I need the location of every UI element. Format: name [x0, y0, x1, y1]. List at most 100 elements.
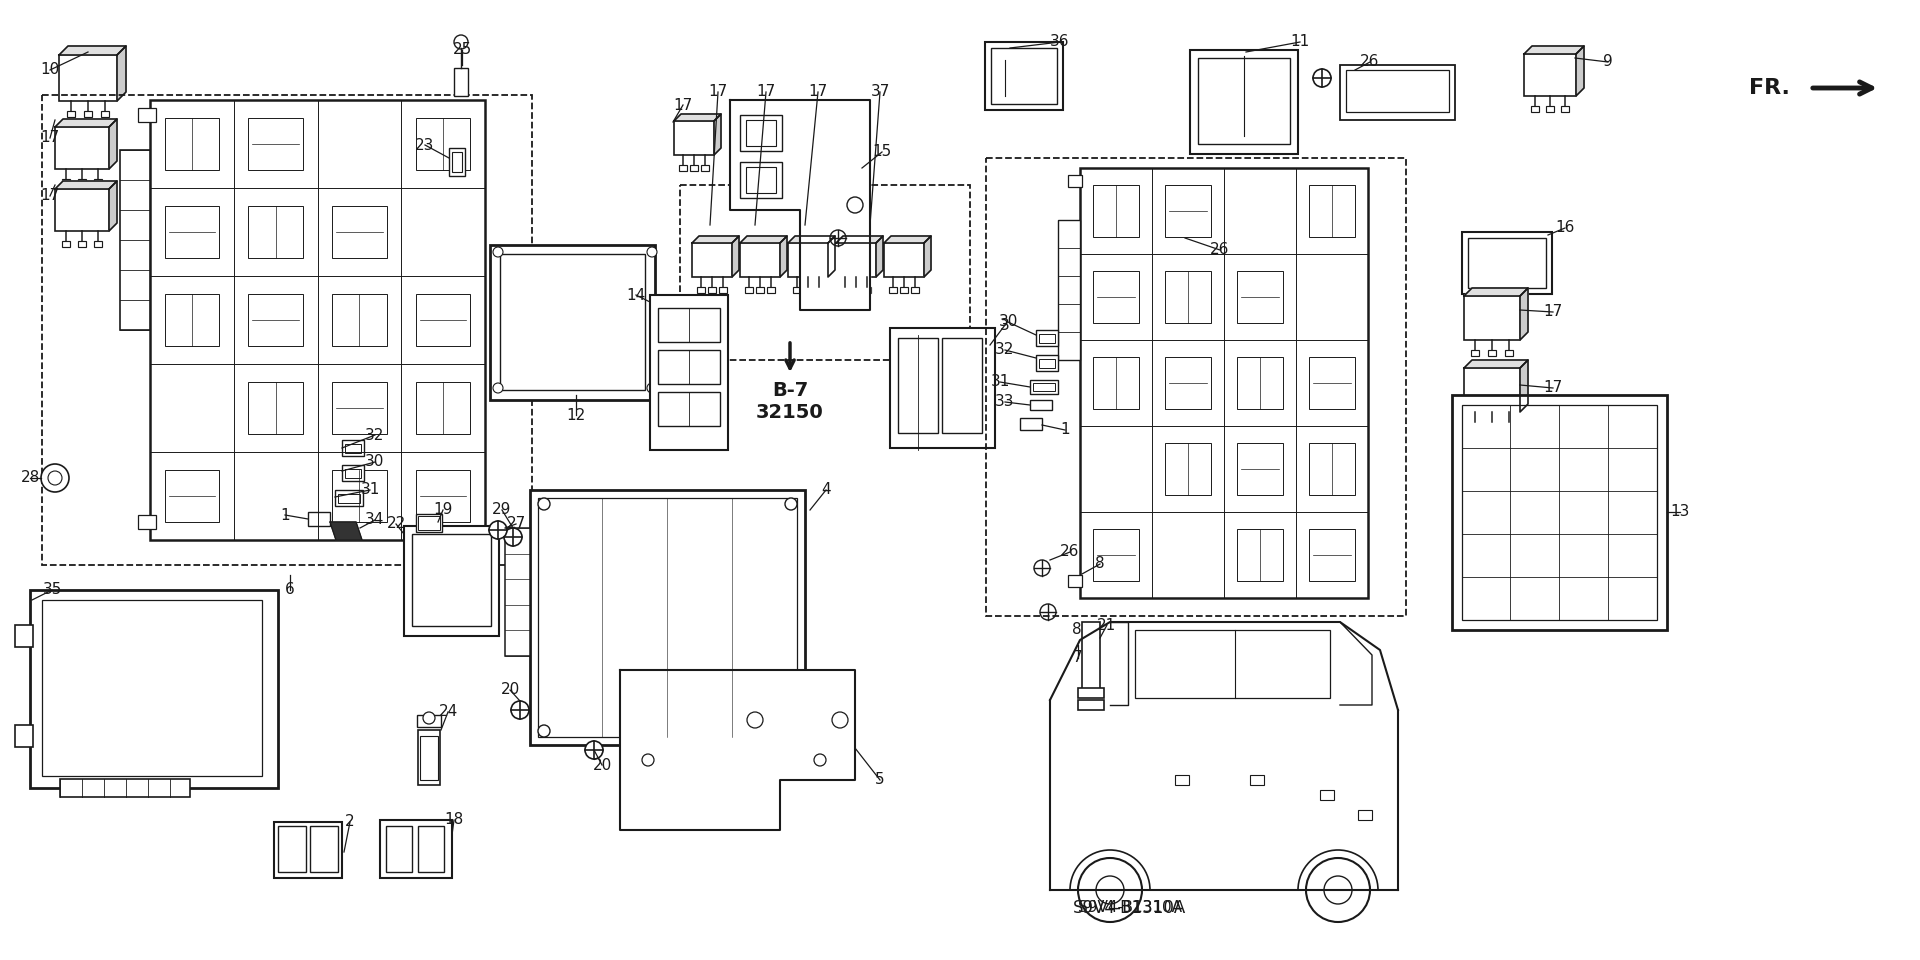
Text: 32: 32: [365, 427, 384, 443]
Bar: [15, 625, 33, 647]
Bar: [841, 287, 849, 293]
Polygon shape: [1463, 360, 1528, 368]
Bar: [386, 826, 413, 872]
Bar: [1463, 368, 1521, 412]
Bar: [165, 294, 219, 347]
Text: 17: 17: [756, 84, 776, 100]
Bar: [530, 490, 804, 745]
Bar: [793, 287, 801, 293]
Bar: [417, 469, 470, 522]
Bar: [332, 382, 386, 435]
Bar: [1561, 106, 1569, 112]
Bar: [787, 243, 828, 277]
Text: 25: 25: [453, 42, 472, 58]
Bar: [31, 590, 278, 788]
Bar: [1471, 422, 1478, 428]
Bar: [56, 127, 109, 169]
Bar: [1505, 350, 1513, 356]
Text: 4: 4: [822, 483, 831, 497]
Circle shape: [40, 464, 69, 492]
Bar: [1092, 357, 1139, 409]
Polygon shape: [1521, 360, 1528, 412]
Bar: [334, 490, 363, 506]
Bar: [1524, 54, 1576, 96]
Text: S9V4-B1310A: S9V4-B1310A: [1077, 900, 1183, 916]
Bar: [248, 118, 303, 171]
Bar: [413, 534, 492, 626]
Bar: [538, 498, 797, 737]
Bar: [804, 287, 812, 293]
Text: 10: 10: [40, 62, 60, 78]
Text: 31: 31: [991, 374, 1010, 390]
Bar: [278, 826, 305, 872]
Bar: [1033, 383, 1054, 391]
Bar: [1488, 350, 1496, 356]
Bar: [1020, 418, 1043, 430]
Text: 23: 23: [415, 137, 434, 153]
Bar: [419, 730, 440, 785]
Text: 32: 32: [995, 343, 1014, 357]
Bar: [61, 179, 69, 185]
Bar: [1092, 185, 1139, 237]
Bar: [1236, 272, 1283, 323]
Text: 20: 20: [501, 683, 520, 698]
Bar: [1077, 688, 1104, 698]
Bar: [1236, 529, 1283, 581]
Polygon shape: [924, 236, 931, 277]
Bar: [651, 295, 728, 450]
Bar: [165, 118, 219, 171]
Bar: [987, 158, 1405, 616]
Text: 8: 8: [1094, 557, 1104, 571]
Text: 13: 13: [1670, 505, 1690, 519]
Text: 14: 14: [626, 287, 645, 302]
Polygon shape: [787, 236, 835, 243]
Bar: [1058, 220, 1079, 360]
Bar: [1452, 395, 1667, 630]
Bar: [816, 287, 824, 293]
Bar: [42, 95, 532, 565]
Circle shape: [422, 712, 436, 724]
Bar: [1546, 106, 1553, 112]
Text: 16: 16: [1555, 221, 1574, 235]
Bar: [1463, 296, 1521, 340]
Polygon shape: [60, 46, 127, 55]
Polygon shape: [1576, 46, 1584, 96]
Bar: [1321, 790, 1334, 800]
Text: 29: 29: [492, 502, 513, 517]
Bar: [1039, 359, 1054, 368]
Circle shape: [490, 521, 507, 539]
Polygon shape: [620, 670, 854, 830]
Bar: [338, 494, 361, 503]
Text: 35: 35: [42, 583, 61, 597]
Text: 6: 6: [286, 583, 296, 597]
Bar: [691, 243, 732, 277]
Bar: [451, 152, 463, 172]
Bar: [659, 308, 720, 342]
Text: 17: 17: [40, 131, 60, 146]
Bar: [61, 241, 69, 247]
Text: 27: 27: [507, 516, 526, 532]
Text: 8: 8: [1071, 622, 1081, 637]
Bar: [417, 294, 470, 347]
Bar: [1092, 272, 1139, 323]
Circle shape: [641, 754, 655, 766]
Text: 19: 19: [434, 502, 453, 517]
Polygon shape: [330, 522, 363, 540]
Bar: [275, 822, 342, 878]
Circle shape: [1306, 858, 1371, 922]
Bar: [42, 600, 261, 776]
Text: 15: 15: [872, 145, 891, 159]
Text: 12: 12: [566, 407, 586, 422]
Text: 21: 21: [1098, 617, 1117, 633]
Text: S9V4-B1310A: S9V4-B1310A: [1073, 899, 1187, 917]
Polygon shape: [691, 236, 739, 243]
Bar: [697, 287, 705, 293]
Bar: [505, 528, 530, 656]
Polygon shape: [835, 236, 883, 243]
Circle shape: [1035, 560, 1050, 576]
Bar: [745, 287, 753, 293]
Bar: [1461, 405, 1657, 620]
Text: 28: 28: [21, 470, 40, 486]
Bar: [891, 328, 995, 448]
Bar: [756, 287, 764, 293]
